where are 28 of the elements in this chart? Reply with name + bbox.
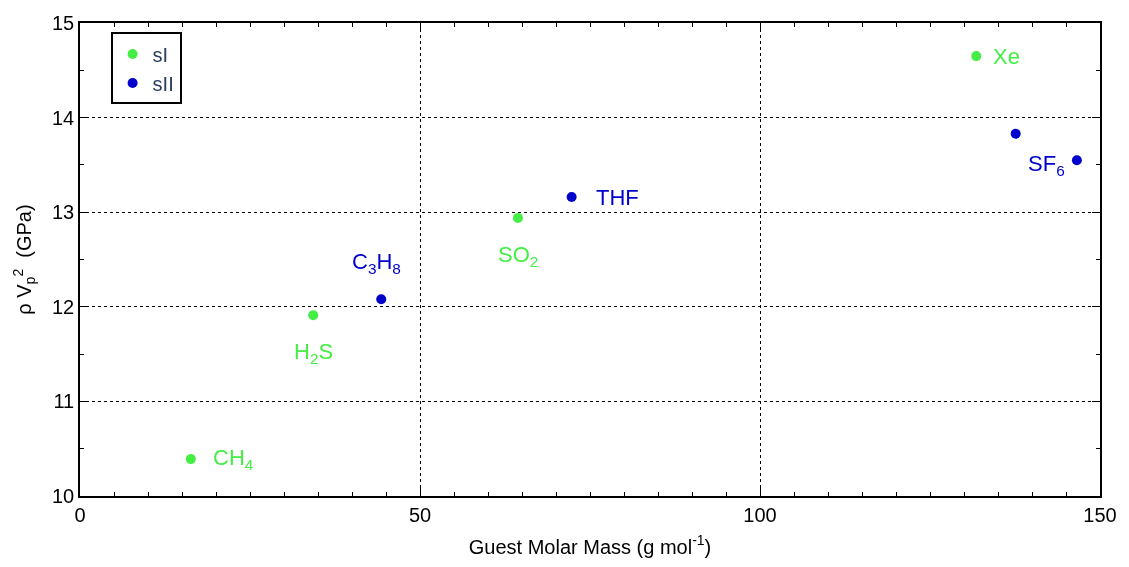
y-tick-label: 10 <box>52 485 75 507</box>
point <box>308 310 319 321</box>
annotation: SO$_{2}$ <box>498 242 539 270</box>
x-tick-label: 150 <box>1083 503 1117 526</box>
annotation: C$_{3}$H$_{8}$ <box>352 249 401 277</box>
y-tick-label: 13 <box>52 201 75 224</box>
point <box>185 454 196 465</box>
annotation: CH$_{4}$ <box>213 445 254 473</box>
legend-label: sII <box>152 72 174 95</box>
x-tick-label: 100 <box>743 503 777 526</box>
point <box>1010 128 1021 139</box>
point <box>566 192 577 203</box>
x-tick-label: 50 <box>408 503 432 526</box>
x-axis-title: Guest Molar Mass (g mol$^{-1}$) <box>468 532 712 558</box>
point <box>971 51 982 62</box>
annotation: Xe <box>993 44 1020 69</box>
legend-label: sI <box>152 43 169 66</box>
annotation: H$_{2}$S <box>294 339 334 367</box>
annotation: SF$_{6}$ <box>1028 151 1065 179</box>
y-tick-label: 15 <box>52 12 75 34</box>
point <box>376 294 387 305</box>
y-tick-label: 11 <box>53 390 75 413</box>
point <box>512 212 523 223</box>
y-tick-label: 14 <box>52 106 75 129</box>
x-tick-label: 0 <box>74 503 86 526</box>
annotation: THF <box>596 185 639 210</box>
y-tick-label: 12 <box>52 295 75 318</box>
point <box>1071 155 1082 166</box>
